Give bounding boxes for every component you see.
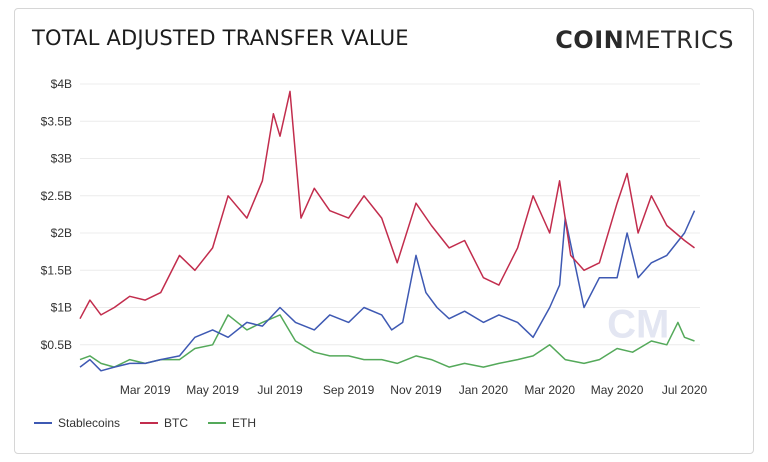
legend-swatch xyxy=(140,422,159,424)
y-tick-label: $2.5B xyxy=(41,189,72,203)
y-tick-label: $3.5B xyxy=(41,114,72,128)
x-tick-label: Jul 2019 xyxy=(257,383,303,397)
y-tick-label: $3B xyxy=(51,152,72,166)
x-tick-label: Jul 2020 xyxy=(662,383,708,397)
legend-label: BTC xyxy=(164,416,189,430)
legend-label: ETH xyxy=(232,416,257,430)
series-lines xyxy=(79,90,696,372)
y-axis-ticks: $0.5B $1B $1.5B $2B $2.5B $3B $3.5B $4B xyxy=(41,77,72,352)
x-tick-label: Nov 2019 xyxy=(390,383,442,397)
legend-swatch xyxy=(34,422,52,424)
series-line-eth xyxy=(79,314,695,368)
legend-swatch xyxy=(208,422,227,424)
brand-logo-regular: METRICS xyxy=(624,26,734,54)
legend: Stablecoins BTC ETH xyxy=(34,416,256,430)
series-line-btc xyxy=(79,90,695,320)
watermark-logo: CM xyxy=(607,302,669,346)
x-axis-ticks: Mar 2019 May 2019 Jul 2019 Sep 2019 Nov 2019… xyxy=(120,383,708,397)
legend-item-btc: BTC xyxy=(140,416,188,430)
x-tick-label: Sep 2019 xyxy=(323,383,375,397)
legend-item-eth: ETH xyxy=(208,416,256,430)
y-tick-label: $1.5B xyxy=(41,263,72,277)
series-line-stablecoins xyxy=(79,210,696,372)
brand-logo: COINMETRICS xyxy=(555,26,734,54)
y-tick-label: $1B xyxy=(51,301,72,315)
legend-label: Stablecoins xyxy=(58,416,121,430)
x-tick-label: May 2020 xyxy=(591,383,644,397)
y-tick-label: $2B xyxy=(51,226,72,240)
gridlines xyxy=(80,83,700,346)
x-tick-label: May 2019 xyxy=(186,383,239,397)
x-tick-label: Mar 2019 xyxy=(120,383,171,397)
x-tick-label: Mar 2020 xyxy=(524,383,575,397)
brand-logo-bold: COIN xyxy=(555,26,625,54)
y-tick-label: $0.5B xyxy=(41,338,72,352)
chart-title: TOTAL ADJUSTED TRANSFER VALUE xyxy=(32,26,409,50)
legend-item-stablecoins: Stablecoins xyxy=(34,416,120,430)
x-tick-label: Jan 2020 xyxy=(459,383,509,397)
y-tick-label: $4B xyxy=(51,77,72,91)
chart-card xyxy=(14,8,754,454)
